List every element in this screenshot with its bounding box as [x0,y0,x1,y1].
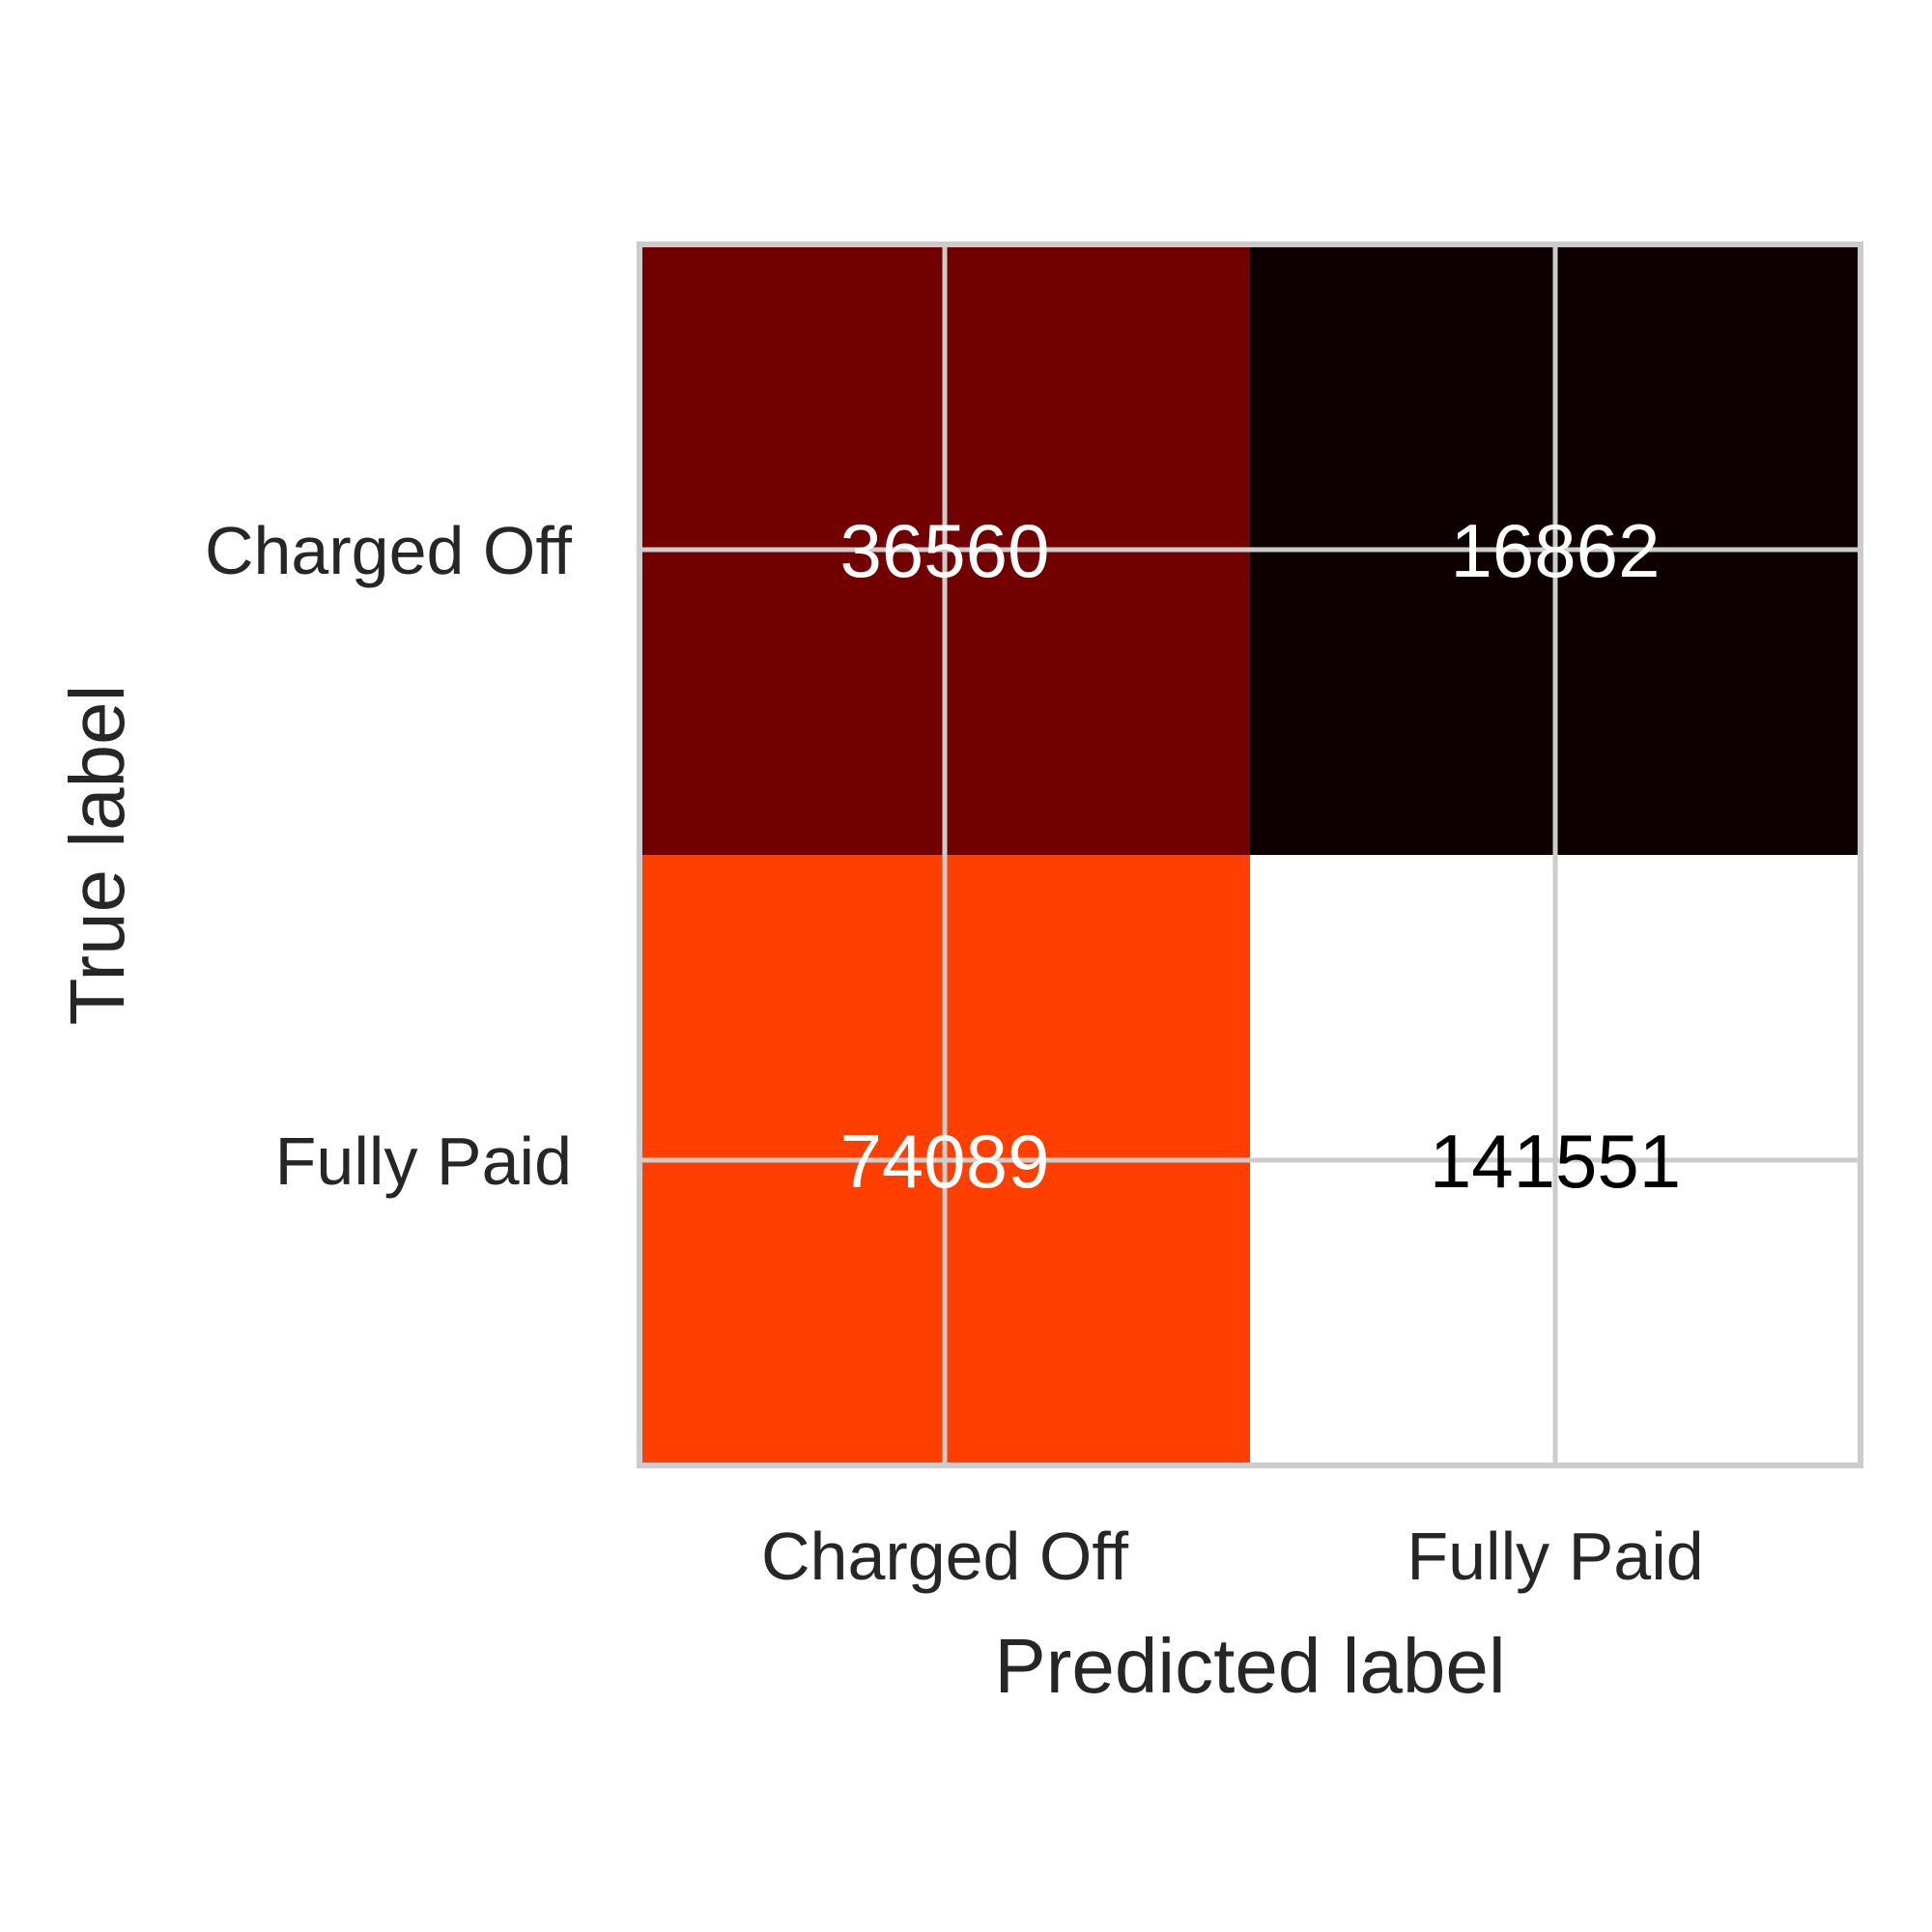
cell-value-label: 74089 [840,1119,1050,1204]
cell-value-label: 36560 [840,508,1050,593]
x-tick-label: Charged Off [761,1519,1129,1594]
y-tick-labels: Charged Off Fully Paid [205,513,573,1199]
y-axis-title: True label [54,685,140,1026]
gridlines [639,244,1861,1465]
cell-value-labels: 36560 16862 74089 141551 [840,508,1682,1204]
plot-frame [637,242,1863,1468]
x-tick-label: Fully Paid [1406,1519,1703,1594]
cell-value-label: 141551 [1430,1119,1681,1204]
x-tick-labels: Charged Off Fully Paid [761,1519,1704,1594]
y-tick-label: Charged Off [205,513,573,588]
y-tick-label: Fully Paid [275,1123,572,1199]
cell-value-label: 16862 [1451,508,1661,593]
x-axis-title: Predicted label [994,1623,1505,1709]
heatmap-cells [639,244,1861,1466]
